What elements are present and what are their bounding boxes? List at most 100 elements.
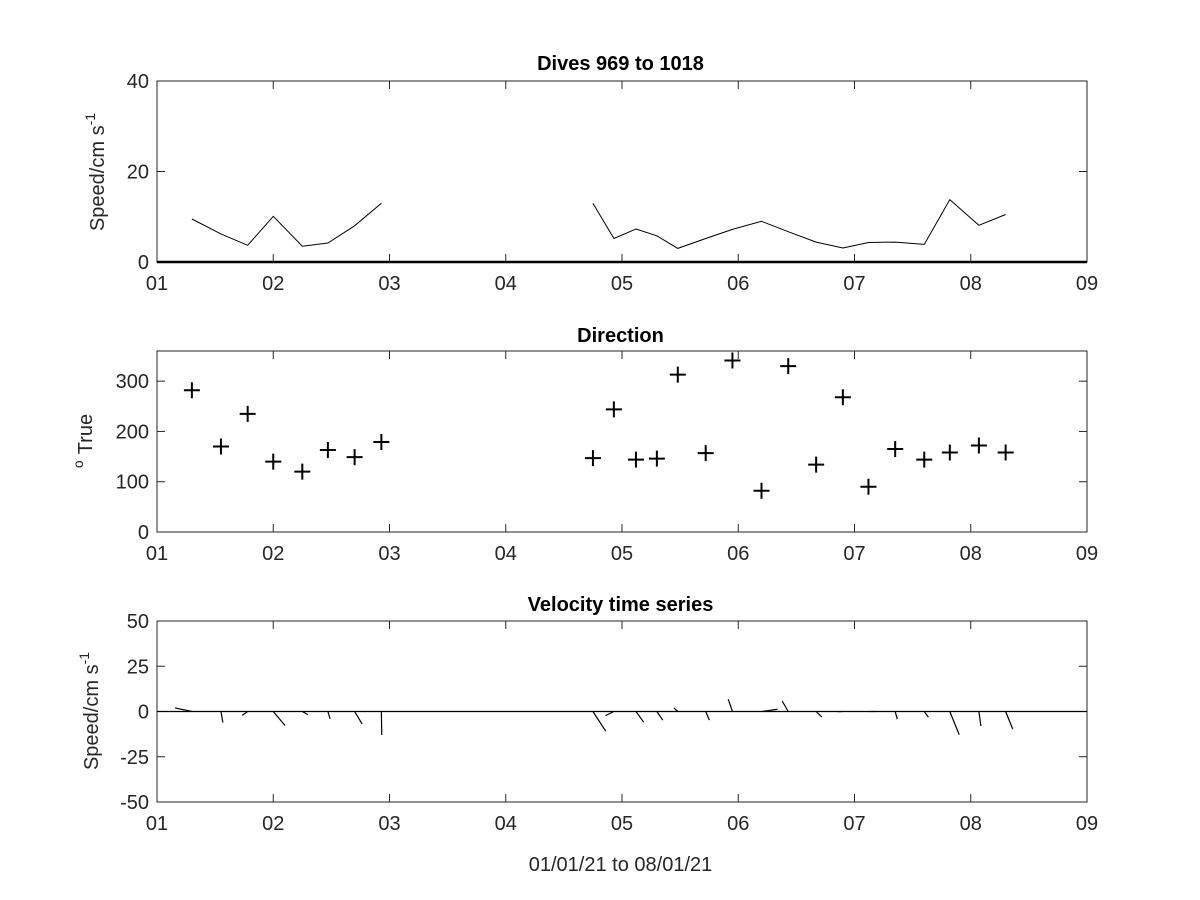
- velocity-stick: [673, 707, 679, 712]
- direction-y-tick-label: 300: [116, 371, 149, 393]
- direction-x-tick-label: 02: [262, 543, 284, 565]
- velocity-stick: [220, 711, 224, 723]
- velocity-stick: [605, 710, 615, 717]
- direction-point: [584, 450, 601, 467]
- velocity-stick: [727, 698, 734, 712]
- velocity-stick: [592, 711, 607, 732]
- direction-point: [860, 478, 877, 495]
- velocity-stick: [174, 707, 192, 713]
- direction-point: [780, 358, 797, 375]
- velocity-x-tick-label: 02: [262, 813, 284, 835]
- velocity-x-tick-label: 06: [727, 813, 749, 835]
- velocity-y-tick-label: 0: [138, 702, 149, 724]
- direction-point: [916, 451, 933, 468]
- velocity-y-axis-label-main: Speed/cm s: [81, 664, 103, 770]
- direction-point: [753, 482, 770, 499]
- velocity-y-tick-label: -50: [120, 792, 149, 814]
- velocity-stick: [354, 711, 363, 725]
- velocity-x-tick-label: 09: [1076, 813, 1098, 835]
- direction-point: [997, 444, 1014, 461]
- direction-point: [970, 437, 987, 454]
- velocity-stick: [241, 711, 249, 716]
- velocity-x-tick-label: 08: [960, 813, 982, 835]
- direction-x-tick-label: 03: [378, 543, 400, 565]
- speed-x-tick-label: 09: [1076, 273, 1098, 295]
- direction-point: [627, 451, 644, 468]
- direction-point: [346, 449, 363, 466]
- speed-line-chart: Dives 969 to 1018 Speed/cm s-1 01 02 03 04 0…: [82, 53, 1098, 295]
- velocity-y-tick-label: -25: [120, 747, 149, 769]
- velocity-x-tick-label: 05: [611, 813, 633, 835]
- direction-chart-title: Direction: [577, 325, 664, 347]
- direction-point: [724, 352, 741, 369]
- speed-x-tick-label: 06: [727, 273, 749, 295]
- direction-x-tick-label: 08: [960, 543, 982, 565]
- direction-x-tick-label: 04: [495, 543, 517, 565]
- direction-point: [941, 444, 958, 461]
- velocity-x-tick-label: 01: [146, 813, 168, 835]
- direction-x-tick-label: 05: [611, 543, 633, 565]
- direction-y-tick-label: 200: [116, 421, 149, 443]
- direction-y-axis-label-superscript: o: [70, 460, 86, 468]
- direction-point: [605, 401, 622, 418]
- speed-chart-title: Dives 969 to 1018: [537, 53, 704, 75]
- speed-x-tick-label: 01: [146, 273, 168, 295]
- direction-point: [697, 445, 714, 462]
- velocity-stick: [1005, 711, 1014, 730]
- direction-x-tick-label: 06: [727, 543, 749, 565]
- speed-y-axis-label: Speed/cm s-1: [82, 113, 109, 231]
- velocity-x-tick-label: 03: [378, 813, 400, 835]
- speed-y-axis-label-main: Speed/cm s: [87, 125, 109, 231]
- direction-x-tick-label: 01: [146, 543, 168, 565]
- velocity-stick: [781, 700, 789, 712]
- direction-point: [834, 389, 851, 406]
- direction-point: [887, 441, 904, 458]
- velocity-stick: [327, 711, 331, 719]
- speed-y-tick-label: 20: [127, 162, 149, 184]
- direction-x-tick-label: 09: [1076, 543, 1098, 565]
- direction-point: [294, 463, 311, 480]
- velocity-stick: [815, 711, 823, 718]
- direction-point: [239, 405, 256, 422]
- direction-point: [669, 366, 686, 383]
- direction-point: [648, 450, 665, 467]
- direction-y-tick-label: 100: [116, 472, 149, 494]
- velocity-stick: [894, 711, 898, 720]
- velocity-stick: [302, 710, 309, 716]
- velocity-stick: [949, 711, 960, 735]
- velocity-stick-chart: Velocity time series Speed/cm s-1 01/01/…: [76, 594, 1098, 876]
- velocity-stick: [761, 708, 778, 713]
- direction-point: [265, 453, 282, 470]
- direction-y-axis-label: o True: [70, 414, 97, 468]
- velocity-stick: [923, 711, 929, 718]
- speed-x-tick-label: 02: [262, 273, 284, 295]
- speed-series-line: [592, 198, 1006, 249]
- speed-x-tick-label: 04: [495, 273, 517, 295]
- velocity-stick: [635, 711, 645, 723]
- velocity-y-tick-label: 50: [127, 611, 149, 633]
- velocity-chart-title: Velocity time series: [528, 594, 714, 616]
- direction-point: [212, 438, 229, 455]
- direction-y-axis-label-main: True: [75, 414, 97, 454]
- velocity-y-axis-label-superscript: -1: [76, 652, 92, 665]
- speed-y-tick-label: 0: [138, 252, 149, 274]
- velocity-y-axis-label: Speed/cm s-1: [76, 652, 103, 770]
- direction-scatter-chart: Direction o True 01 02 03 04 05 06 07 08 09 0 100 20…: [70, 325, 1098, 565]
- direction-x-tick-label: 07: [843, 543, 865, 565]
- speed-x-tick-label: 08: [960, 273, 982, 295]
- speed-y-axis-label-superscript: -1: [82, 113, 98, 126]
- x-axis-label: 01/01/21 to 08/01/21: [529, 854, 713, 876]
- velocity-x-tick-label: 04: [495, 813, 517, 835]
- direction-point: [183, 382, 200, 399]
- direction-y-tick-label: 0: [138, 522, 149, 544]
- velocity-stick: [656, 711, 664, 721]
- velocity-stick: [272, 711, 286, 726]
- velocity-stick: [705, 711, 710, 721]
- velocity-stick: [978, 711, 982, 727]
- direction-point: [373, 434, 390, 451]
- speed-series-line: [191, 202, 382, 247]
- direction-point: [808, 456, 825, 473]
- velocity-x-tick-label: 07: [843, 813, 865, 835]
